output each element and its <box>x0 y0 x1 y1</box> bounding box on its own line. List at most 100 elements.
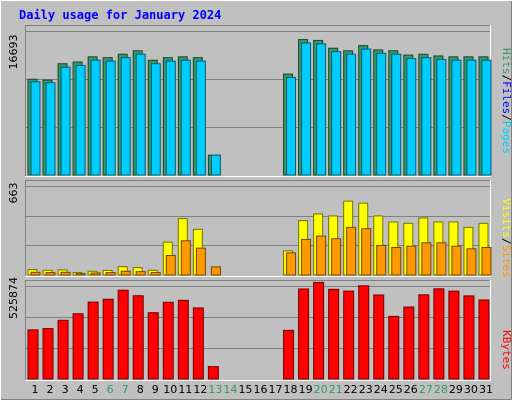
bar-sites-day-1 <box>30 271 41 276</box>
bar-sites-day-9 <box>150 272 161 276</box>
bar-sites-day-30 <box>466 248 477 276</box>
bar-files-day-19 <box>301 42 312 176</box>
bar-sites-day-21 <box>331 238 342 276</box>
bar-kbytes-day-5 <box>87 301 99 380</box>
bar-kbytes-day-3 <box>57 319 69 380</box>
bar-files-day-25 <box>391 53 402 176</box>
y-max-label-visits: 663 <box>7 183 20 204</box>
bar-files-day-18 <box>286 77 297 176</box>
legend-item-hits: Hits <box>500 48 512 75</box>
bar-files-day-23 <box>361 48 372 176</box>
bar-sites-day-13 <box>210 266 221 276</box>
x-tick-label-7: 7 <box>122 383 129 396</box>
bar-kbytes-day-27 <box>418 294 430 380</box>
bar-files-day-30 <box>466 59 477 176</box>
bar-sites-day-25 <box>391 246 402 276</box>
bar-sites-day-10 <box>165 255 176 276</box>
bar-sites-day-12 <box>195 247 206 276</box>
bar-sites-day-7 <box>120 270 131 276</box>
x-tick-label-14: 14 <box>223 383 237 396</box>
chart-title: Daily usage for January 2024 <box>19 8 221 22</box>
x-tick-label-11: 11 <box>178 383 192 396</box>
bar-sites-day-27 <box>421 242 432 276</box>
chart-panels: 16693 663 525874 <box>7 25 492 381</box>
legend-middle: Visits/Sites <box>500 198 512 278</box>
bar-kbytes-day-19 <box>298 288 310 380</box>
x-tick-label-20: 20 <box>314 383 328 396</box>
x-tick-label-28: 28 <box>434 383 448 396</box>
chart-legends: Hits/Files/Pages Visits/Sites KBytes <box>500 48 512 370</box>
bar-kbytes-day-11 <box>177 299 189 380</box>
bar-kbytes-day-7 <box>117 289 129 380</box>
bar-kbytes-day-8 <box>132 295 144 380</box>
bar-sites-day-29 <box>451 245 462 276</box>
x-tick-label-22: 22 <box>344 383 358 396</box>
x-tick-label-29: 29 <box>449 383 463 396</box>
bar-sites-day-24 <box>376 244 387 276</box>
bar-files-day-29 <box>451 59 462 176</box>
bar-kbytes-day-13 <box>207 366 219 380</box>
bar-sites-day-23 <box>361 228 372 276</box>
bar-sites-day-26 <box>406 245 417 276</box>
bar-sites-day-4 <box>75 273 86 276</box>
x-tick-label-25: 25 <box>389 383 403 396</box>
legend-item-files: Files <box>500 81 512 114</box>
bar-files-day-31 <box>481 59 492 176</box>
bar-files-day-22 <box>346 53 357 176</box>
bar-files-day-1 <box>30 81 41 176</box>
x-tick-label-21: 21 <box>329 383 343 396</box>
x-tick-label-6: 6 <box>107 383 114 396</box>
legend-top: Hits/Files/Pages <box>500 48 512 154</box>
bar-kbytes-day-31 <box>478 299 490 380</box>
bar-sites-day-6 <box>105 272 116 276</box>
bar-sites-day-20 <box>316 235 327 276</box>
legend-bottom: KBytes <box>500 330 512 370</box>
bar-kbytes-day-1 <box>27 329 39 380</box>
x-tick-label-19: 19 <box>299 383 313 396</box>
bar-kbytes-day-26 <box>403 306 415 380</box>
bar-kbytes-day-25 <box>388 315 400 380</box>
x-tick-label-1: 1 <box>32 383 39 396</box>
x-tick-label-12: 12 <box>193 383 207 396</box>
bar-files-day-2 <box>45 82 56 176</box>
legend-separator: / <box>500 238 512 245</box>
bar-kbytes-day-20 <box>313 281 325 380</box>
bar-files-day-28 <box>436 58 447 176</box>
x-tick-label-9: 9 <box>152 383 159 396</box>
bar-files-day-3 <box>60 66 71 176</box>
panel-kbytes: 525874 <box>7 277 491 381</box>
bar-kbytes-day-10 <box>162 301 174 380</box>
bar-kbytes-day-24 <box>373 294 385 380</box>
bar-files-day-10 <box>165 60 176 176</box>
bar-sites-day-2 <box>45 272 56 276</box>
x-tick-label-17: 17 <box>269 383 283 396</box>
bar-sites-day-28 <box>436 242 447 276</box>
y-max-label-kbytes: 525874 <box>7 277 20 319</box>
bar-sites-day-18 <box>286 252 297 276</box>
bar-sites-day-3 <box>60 271 71 276</box>
bar-kbytes-day-21 <box>328 288 340 380</box>
x-tick-label-18: 18 <box>284 383 298 396</box>
legend-item-kbytes: KBytes <box>500 330 512 370</box>
legend-item-pages: Pages <box>500 121 512 154</box>
bar-kbytes-day-29 <box>448 290 460 380</box>
bar-files-day-11 <box>180 59 191 176</box>
x-tick-label-15: 15 <box>238 383 252 396</box>
bar-files-day-9 <box>150 63 161 176</box>
x-tick-label-8: 8 <box>137 383 144 396</box>
bar-files-day-8 <box>135 53 146 176</box>
bar-files-day-5 <box>90 59 101 176</box>
x-tick-label-2: 2 <box>47 383 54 396</box>
x-tick-label-31: 31 <box>479 383 493 396</box>
bar-files-day-27 <box>421 57 432 176</box>
bar-files-day-26 <box>406 58 417 176</box>
x-tick-label-16: 16 <box>253 383 267 396</box>
legend-item-sites: Sites <box>500 245 512 278</box>
bar-files-day-7 <box>120 57 131 176</box>
bar-files-day-13 <box>210 154 221 176</box>
bar-kbytes-day-23 <box>358 285 370 380</box>
bar-files-day-21 <box>331 51 342 176</box>
bar-kbytes-day-9 <box>147 312 159 380</box>
bar-sites-day-5 <box>90 272 101 276</box>
